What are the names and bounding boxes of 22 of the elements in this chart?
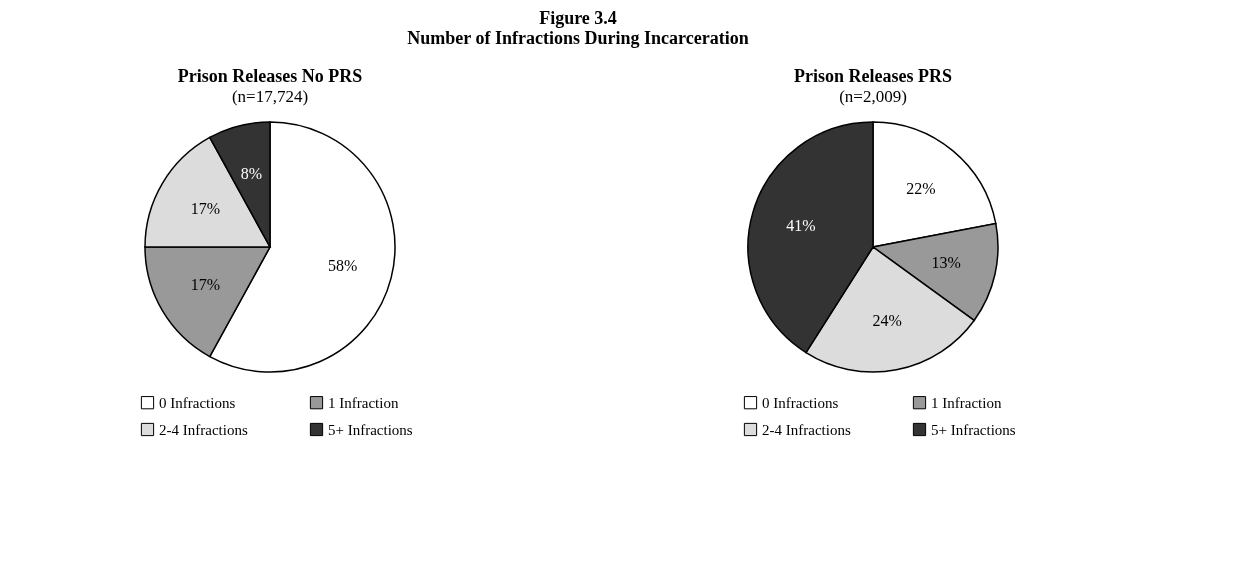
data-label: 41% [786,217,816,235]
legend-label: 2-4 Infractions [762,421,851,438]
data-label: 58% [327,256,358,274]
legend-label: 0 Infractions [762,394,839,411]
caption: Figure 3.4 [539,8,617,28]
legend-label: 5+ Infractions [328,421,413,438]
data-label: 17% [190,199,221,217]
chart-subtitle: (n=17,724) [231,87,309,106]
data-label: 13% [931,254,961,272]
text: Number of Infractions During Incarceration [407,28,749,48]
legend-label: 5+ Infractions [931,421,1016,438]
data-label: 22% [906,180,936,198]
chart-title: Prison Releases PRS [794,66,952,86]
chart-subtitle: (n=2,009) [839,87,907,106]
legend-label: 0 Infractions [159,394,236,411]
legend-label: 1 Infraction [931,394,1002,411]
data-label: 17% [190,276,221,294]
data-label: 8% [240,165,263,183]
legend-label: 2-4 Infractions [159,421,248,438]
legend-label: 1 Infraction [328,394,399,411]
chart-title: Prison Releases No PRS [177,66,363,86]
data-label: 24% [872,311,902,329]
